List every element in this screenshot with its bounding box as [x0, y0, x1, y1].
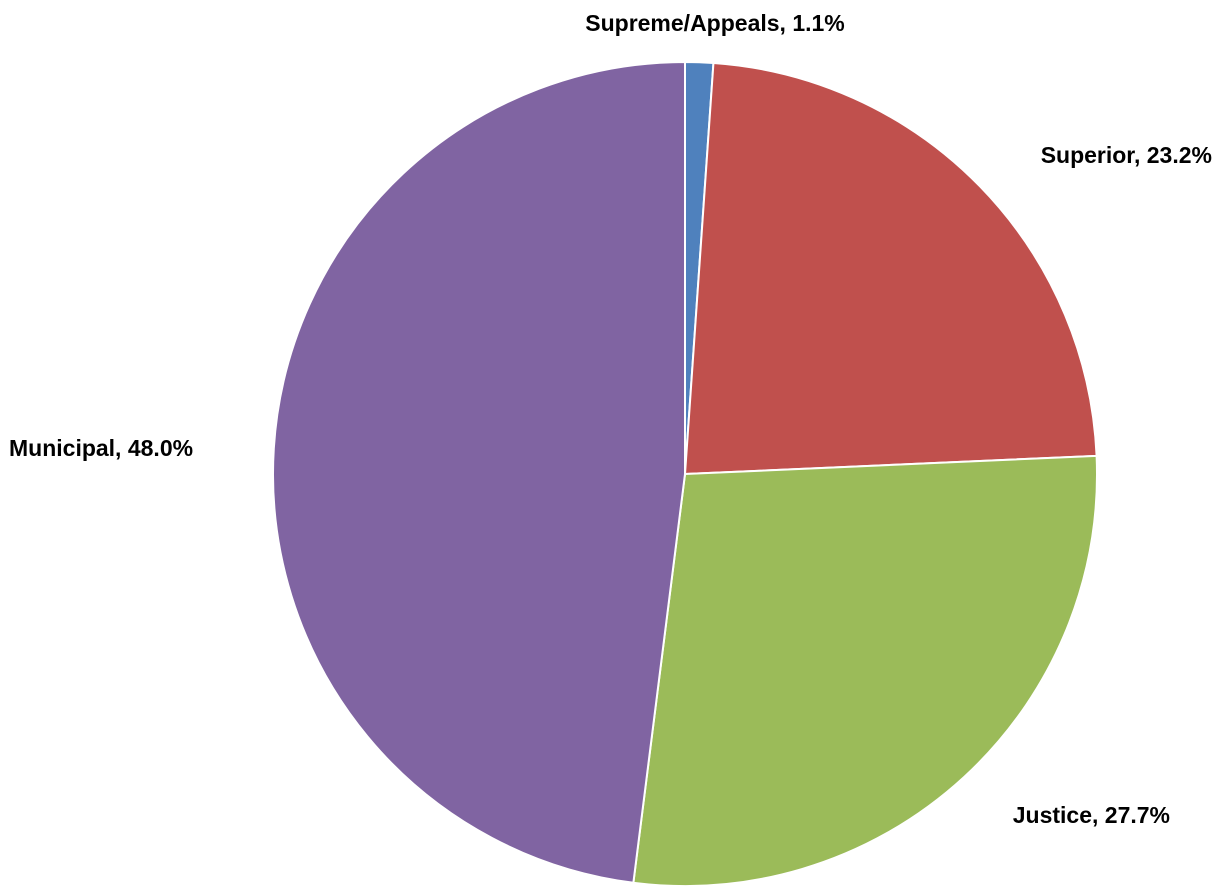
data-label-justice: Justice, 27.7%	[1013, 802, 1170, 828]
pie-labels: Supreme/Appeals, 1.1% Superior, 23.2% Just…	[9, 10, 1212, 828]
data-label-supreme-appeals: Supreme/Appeals, 1.1%	[585, 10, 845, 36]
data-label-municipal: Municipal, 48.0%	[9, 435, 193, 461]
data-label-superior: Superior, 23.2%	[1041, 142, 1212, 168]
pie-slice-justice	[632, 454, 1098, 887]
pie-slice-municipal	[272, 60, 686, 884]
pie-slices	[272, 60, 1098, 887]
pie-slice-superior	[683, 61, 1098, 476]
